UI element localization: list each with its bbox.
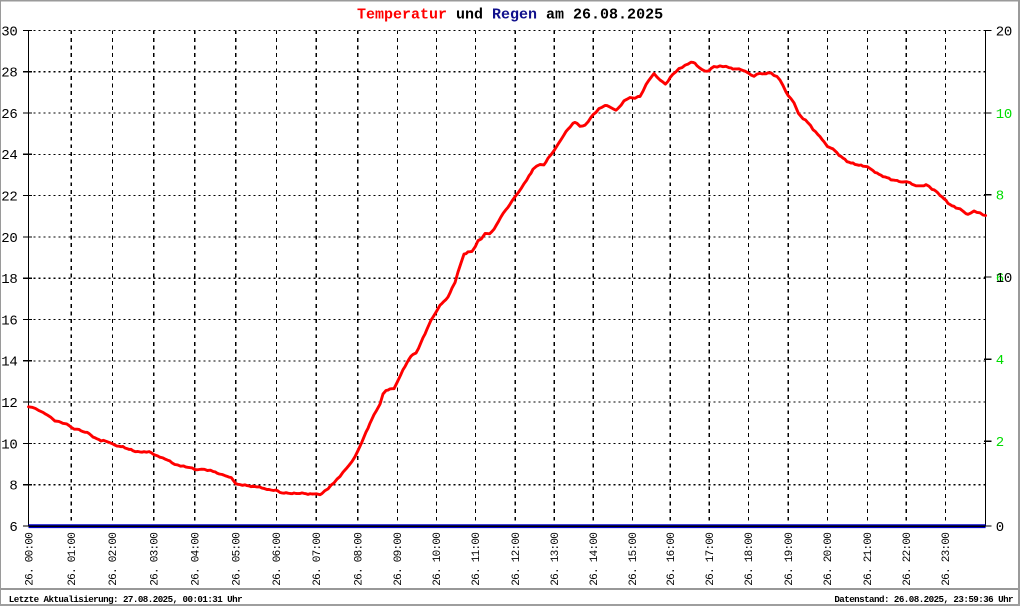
- svg-text:24: 24: [1, 148, 17, 164]
- svg-text:12: 12: [1, 396, 17, 412]
- svg-text:14: 14: [1, 355, 17, 371]
- svg-text:10: 10: [996, 107, 1012, 123]
- svg-text:26. 21:00: 26. 21:00: [863, 533, 875, 586]
- svg-text:26. 01:00: 26. 01:00: [67, 533, 79, 586]
- svg-text:18: 18: [1, 272, 17, 288]
- svg-text:26. 18:00: 26. 18:00: [744, 533, 756, 586]
- svg-text:2: 2: [996, 435, 1004, 451]
- svg-text:Datenstand: 26.08.2025, 23:59:: Datenstand: 26.08.2025, 23:59:36 Uhr: [834, 594, 1013, 605]
- svg-text:26. 20:00: 26. 20:00: [823, 533, 835, 586]
- svg-text:6: 6: [996, 271, 1004, 287]
- svg-text:10: 10: [1, 437, 17, 453]
- svg-text:26. 10:00: 26. 10:00: [432, 533, 444, 586]
- svg-text:26. 14:00: 26. 14:00: [589, 533, 601, 586]
- svg-text:26. 22:00: 26. 22:00: [902, 533, 914, 586]
- svg-text:26. 00:00: 26. 00:00: [25, 533, 37, 586]
- svg-text:20: 20: [996, 24, 1012, 40]
- svg-text:26. 12:00: 26. 12:00: [511, 533, 523, 586]
- svg-text:26. 06:00: 26. 06:00: [272, 533, 284, 586]
- svg-text:26. 08:00: 26. 08:00: [353, 533, 365, 586]
- svg-text:26. 23:00: 26. 23:00: [941, 533, 953, 586]
- svg-text:20: 20: [1, 231, 17, 247]
- svg-text:26. 03:00: 26. 03:00: [149, 533, 161, 586]
- svg-text:26. 17:00: 26. 17:00: [705, 533, 717, 586]
- svg-text:4: 4: [996, 353, 1004, 369]
- svg-text:28: 28: [1, 66, 17, 82]
- svg-text:26. 04:00: 26. 04:00: [190, 533, 202, 586]
- svg-text:26: 26: [1, 107, 17, 123]
- svg-text:26. 13:00: 26. 13:00: [550, 533, 562, 586]
- svg-text:26. 02:00: 26. 02:00: [108, 533, 120, 586]
- svg-text:26. 19:00: 26. 19:00: [784, 533, 796, 586]
- svg-text:0: 0: [996, 520, 1004, 536]
- svg-text:10: 10: [996, 271, 1012, 287]
- svg-text:8: 8: [996, 189, 1004, 205]
- svg-text:22: 22: [1, 190, 17, 206]
- svg-text:Letzte Aktualisierung: 27.08.2: Letzte Aktualisierung: 27.08.2025, 00:01…: [9, 594, 242, 605]
- svg-text:30: 30: [1, 24, 17, 40]
- svg-text:6: 6: [9, 520, 17, 536]
- svg-text:26. 15:00: 26. 15:00: [628, 533, 640, 586]
- svg-text:Temperatur und Regen am 26.08.: Temperatur und Regen am 26.08.2025: [357, 7, 663, 24]
- svg-text:26. 11:00: 26. 11:00: [471, 533, 483, 586]
- svg-text:26. 16:00: 26. 16:00: [666, 533, 678, 586]
- svg-text:16: 16: [1, 313, 17, 329]
- svg-text:26. 09:00: 26. 09:00: [393, 533, 405, 586]
- svg-text:26. 07:00: 26. 07:00: [312, 533, 324, 586]
- svg-text:26. 05:00: 26. 05:00: [231, 533, 243, 586]
- svg-text:8: 8: [9, 479, 17, 495]
